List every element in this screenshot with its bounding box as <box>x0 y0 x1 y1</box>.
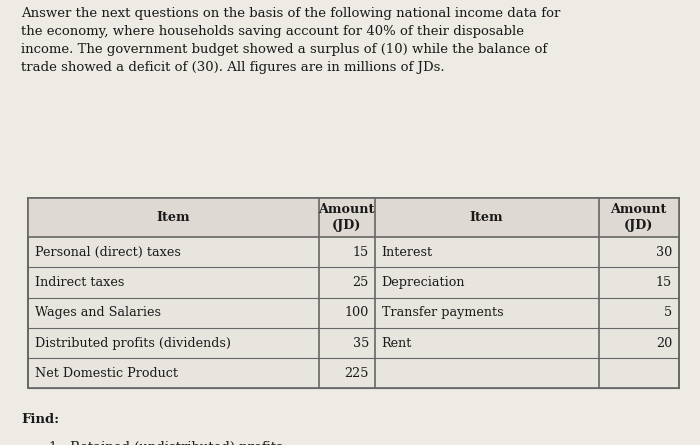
Text: Indirect taxes: Indirect taxes <box>35 276 125 289</box>
Text: 100: 100 <box>344 306 369 320</box>
Text: Interest: Interest <box>382 246 433 259</box>
Text: 15: 15 <box>656 276 672 289</box>
Text: 30: 30 <box>656 246 672 259</box>
Text: Find:: Find: <box>21 413 59 426</box>
Text: 35: 35 <box>353 336 369 350</box>
Text: Item: Item <box>156 211 190 224</box>
Text: Answer the next questions on the basis of the following national income data for: Answer the next questions on the basis o… <box>21 7 561 74</box>
Text: Net Domestic Product: Net Domestic Product <box>35 367 178 380</box>
Text: 15: 15 <box>353 246 369 259</box>
Text: 1.  Retained (undistributed) profits: 1. Retained (undistributed) profits <box>49 441 283 445</box>
Text: 225: 225 <box>344 367 369 380</box>
Text: Distributed profits (dividends): Distributed profits (dividends) <box>35 336 231 350</box>
Text: Item: Item <box>470 211 503 224</box>
Text: Amount
(JD): Amount (JD) <box>610 203 667 232</box>
Text: 25: 25 <box>353 276 369 289</box>
Text: Amount
(JD): Amount (JD) <box>318 203 374 232</box>
Text: Depreciation: Depreciation <box>382 276 465 289</box>
FancyBboxPatch shape <box>28 198 679 388</box>
Text: Transfer payments: Transfer payments <box>382 306 503 320</box>
Text: Personal (direct) taxes: Personal (direct) taxes <box>35 246 181 259</box>
Text: Wages and Salaries: Wages and Salaries <box>35 306 161 320</box>
Text: 5: 5 <box>664 306 672 320</box>
Text: Rent: Rent <box>382 336 412 350</box>
FancyBboxPatch shape <box>28 198 679 237</box>
Text: 20: 20 <box>656 336 672 350</box>
